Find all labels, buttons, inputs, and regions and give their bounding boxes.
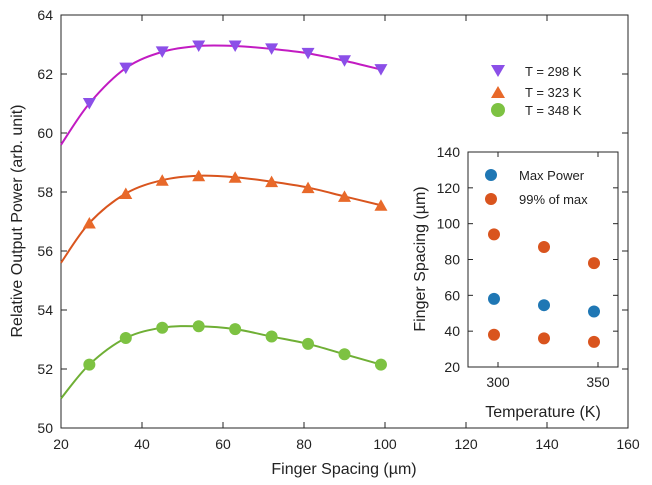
data-point-298K [265, 43, 279, 55]
inset-x-axis-label: Temperature (K) [485, 404, 601, 421]
main-x-tick-label: 40 [134, 436, 150, 452]
inset-x-tick-label: 350 [586, 374, 610, 390]
legend-marker-323K [491, 86, 505, 98]
inset-point-ninety-nine-pct [588, 335, 600, 348]
main-x-tick-label: 160 [616, 436, 640, 452]
data-point-348K [229, 323, 242, 336]
inset-axes: 300 350 20 40 60 80 100 120 140 Temperature (K)… [412, 144, 619, 421]
inset-y-tick-label: 140 [437, 144, 461, 160]
legend-marker-298K [491, 65, 505, 77]
data-point-348K [192, 320, 205, 333]
main-x-tick-label: 100 [373, 436, 397, 452]
inset-point-ninety-nine-pct [538, 332, 550, 345]
main-series [60, 40, 388, 400]
main-y-tick-label: 60 [37, 125, 53, 141]
main-y-tick-label: 56 [37, 243, 53, 259]
main-x-tick-label: 140 [535, 436, 559, 452]
data-point-323K [265, 175, 279, 188]
inset-y-tick-label: 100 [437, 216, 461, 232]
data-point-348K [156, 321, 169, 334]
main-y-tick-label: 50 [37, 420, 53, 436]
data-point-298K [119, 62, 133, 75]
data-point-348K [119, 332, 132, 345]
inset-legend-label-99pct: 99% of max [519, 192, 588, 207]
main-x-tick-label: 60 [215, 436, 231, 452]
data-point-298K [374, 64, 388, 76]
legend-label-323K: T = 323 K [525, 85, 582, 100]
inset-y-tick-label: 40 [444, 323, 460, 339]
data-point-348K [302, 337, 315, 350]
data-point-323K [228, 171, 242, 183]
data-point-298K [301, 47, 315, 60]
inset-y-tick-label: 60 [444, 287, 460, 303]
data-point-323K [374, 199, 388, 211]
data-point-348K [374, 358, 387, 371]
data-point-298K [192, 40, 206, 52]
inset-x-tick-label: 300 [486, 374, 510, 390]
main-legend: T = 298 K T = 323 K T = 348 K [491, 64, 582, 118]
data-point-298K [228, 40, 242, 52]
legend-label-298K: T = 298 K [525, 64, 582, 79]
inset-y-tick-label: 80 [444, 252, 460, 268]
data-point-323K [82, 216, 96, 229]
legend-label-348K: T = 348 K [525, 103, 582, 118]
inset-point-ninety-nine-pct [488, 328, 500, 341]
main-x-tick-label: 20 [53, 436, 69, 452]
main-y-tick-label: 58 [37, 184, 53, 200]
main-y-tick-label: 52 [37, 361, 53, 377]
inset-series [488, 228, 600, 348]
data-point-323K [192, 169, 206, 182]
inset-y-tick-label: 20 [444, 359, 460, 375]
main-x-axis-label: Finger Spacing (µm) [271, 461, 416, 478]
data-point-323K [338, 190, 351, 202]
data-point-298K [155, 46, 169, 58]
inset-y-axis-label: Finger Spacing (µm) [412, 186, 429, 331]
inset-legend-marker-max-power [485, 169, 497, 181]
data-point-298K [338, 55, 351, 67]
data-point-323K [119, 187, 133, 199]
inset-point-max-power [538, 299, 550, 312]
main-x-ticks: 20 40 60 80 100 120 140 160 [53, 15, 640, 452]
inset-y-tick-label: 120 [437, 180, 461, 196]
main-y-tick-label: 62 [37, 66, 53, 82]
main-x-tick-label: 80 [296, 436, 312, 452]
inset-y-ticks: 20 40 60 80 100 120 140 [437, 144, 618, 375]
main-plot-frame [60, 14, 629, 429]
legend-marker-348K [491, 103, 505, 117]
main-x-tick-label: 120 [454, 436, 478, 452]
main-y-ticks: 50 52 54 56 58 60 62 64 [37, 7, 628, 436]
main-y-tick-label: 64 [37, 7, 53, 23]
main-y-axis-label: Relative Output Power (arb. unit) [9, 105, 26, 338]
data-point-298K [82, 98, 96, 110]
data-point-348K [338, 348, 351, 361]
inset-legend-marker-99pct [485, 193, 497, 205]
inset-point-max-power [588, 305, 600, 318]
fit-line-298K [60, 44, 382, 146]
inset-point-ninety-nine-pct [488, 228, 500, 241]
inset-legend-label-max-power: Max Power [519, 168, 585, 183]
main-y-tick-label: 54 [37, 302, 53, 318]
main-axes: 20 40 60 80 100 120 140 160 50 52 54 56 58 60 62 64 Fi… [9, 7, 640, 478]
fit-line-348K [60, 325, 382, 400]
data-point-348K [265, 330, 278, 343]
data-point-323K [301, 181, 315, 194]
data-point-348K [83, 358, 96, 371]
inset-x-ticks: 300 350 [486, 152, 610, 390]
inset-point-ninety-nine-pct [588, 257, 600, 270]
inset-point-max-power [488, 292, 500, 305]
data-point-323K [155, 174, 169, 186]
inset-point-ninety-nine-pct [538, 240, 550, 253]
fit-line-323K [60, 174, 382, 264]
